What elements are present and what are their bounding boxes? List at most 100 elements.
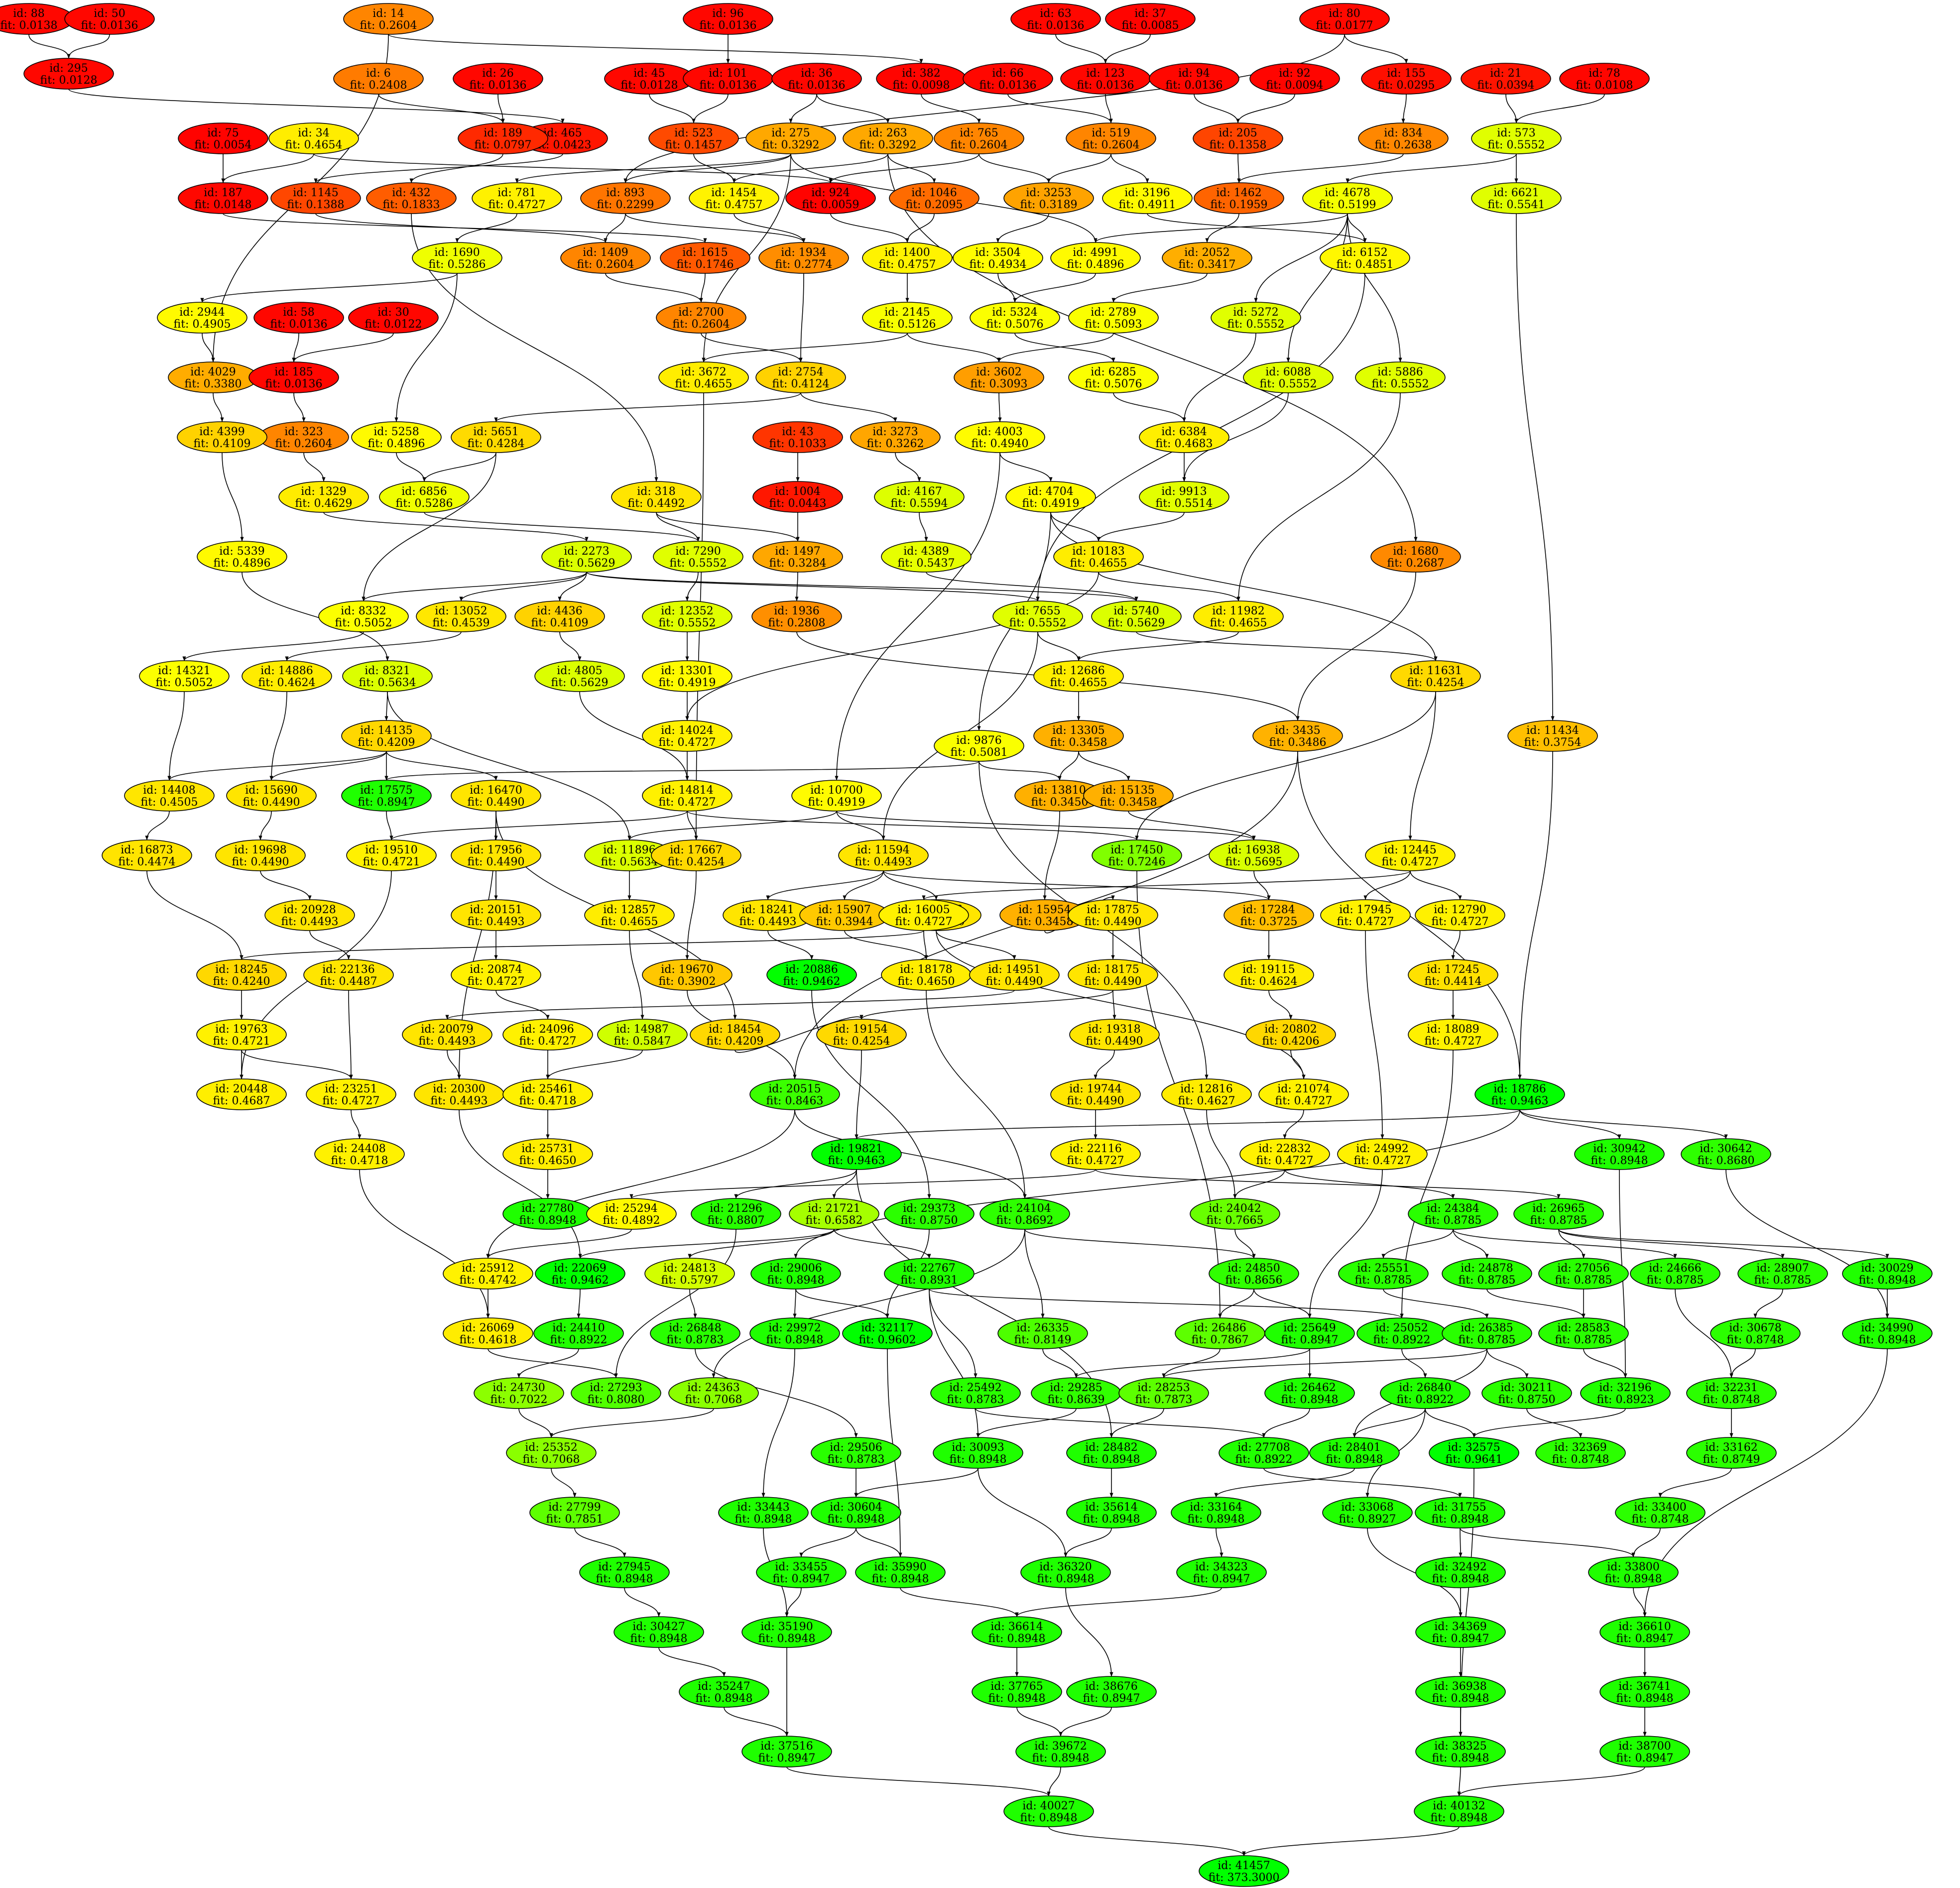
node-ellipse — [1737, 1258, 1828, 1290]
edge-19154-to-19821 — [855, 1050, 862, 1139]
node-fit-label: fit: 0.5629 — [1108, 617, 1165, 629]
node-id-label: id: 9876 — [956, 734, 1002, 747]
node-id-label: id: 19744 — [1069, 1083, 1122, 1095]
node-fit-label: fit: 0.4493 — [468, 916, 525, 928]
node-fit-label: fit: 0.0443 — [769, 497, 827, 510]
node-ellipse — [451, 899, 541, 931]
node-id-label: id: 26069 — [462, 1322, 514, 1334]
edge-26462-to-27708 — [1262, 1408, 1310, 1438]
node-id-label: id: 123 — [1086, 67, 1125, 80]
edge-22767-to-25052 — [929, 1289, 1404, 1318]
node-fit-label: fit: 0.8807 — [708, 1214, 765, 1227]
node-id-label: id: 1400 — [884, 246, 930, 259]
node-fit-label: fit: 0.0138 — [0, 19, 58, 32]
node-fit-label: fit: 0.0128 — [40, 74, 98, 87]
node-ellipse — [342, 660, 433, 692]
node-id-label: id: 94 — [1178, 67, 1210, 80]
node-fit-label: fit: 0.4629 — [295, 497, 353, 510]
node-id-label: id: 5272 — [1233, 306, 1279, 319]
node-fit-label: fit: 0.5541 — [1488, 199, 1545, 211]
node-ellipse — [855, 1556, 946, 1588]
node-fit-label: fit: 0.8783 — [947, 1394, 1004, 1406]
node-id-label: id: 25551 — [1357, 1262, 1410, 1275]
edge-24384-to-24878 — [1453, 1229, 1489, 1259]
edge-24992-to-25649 — [1308, 1169, 1383, 1318]
edge-26848-to-29506 — [695, 1348, 858, 1438]
edge-30093-to-30604 — [854, 1468, 979, 1498]
node-fit-label: fit: 0.8922 — [1373, 1334, 1431, 1346]
node-ellipse — [443, 1258, 533, 1290]
node-ellipse — [1066, 1437, 1157, 1469]
node-fit-label: fit: 0.8948 — [872, 1573, 929, 1585]
node-id-label: id: 4389 — [903, 545, 949, 558]
node-ellipse — [1053, 541, 1144, 573]
node-id-label: id: 13301 — [661, 665, 714, 677]
node-ellipse — [1239, 1138, 1330, 1170]
node-id-label: id: 20874 — [470, 963, 522, 976]
node-fit-label: fit: 0.4727 — [659, 796, 716, 809]
node-fit-label: fit: 0.4727 — [1425, 1035, 1482, 1048]
edge-24104-to-24850 — [1024, 1229, 1256, 1259]
node-ellipse — [933, 1437, 1023, 1469]
edge-88-to-295 — [28, 34, 71, 59]
edge-3273-to-4167 — [895, 452, 921, 482]
edge-12816-to-24042 — [1206, 1109, 1237, 1199]
node-ellipse — [751, 600, 842, 632]
node-id-label: id: 38676 — [1085, 1680, 1138, 1693]
node-id-label: id: 24096 — [521, 1023, 574, 1036]
edge-24666-to-32231 — [1675, 1289, 1733, 1378]
node-id-label: id: 26 — [482, 67, 514, 80]
edge-2944-to-4029 — [202, 333, 215, 362]
edge-24104-to-24363 — [712, 1229, 1025, 1378]
node-id-label: id: 20151 — [470, 904, 522, 916]
node-fit-label: fit: 0.1746 — [677, 258, 734, 271]
node-fit-label: fit: 0.8948 — [1037, 1573, 1095, 1585]
node-id-label: id: 21 — [1490, 67, 1522, 80]
node-ellipse — [683, 3, 773, 35]
node-fit-label: fit: 0.8948 — [1281, 1394, 1339, 1406]
edge-30678-to-32231 — [1729, 1348, 1756, 1378]
edge-19821-to-21296 — [734, 1169, 857, 1199]
node-fit-label: fit: 0.4492 — [628, 497, 685, 510]
node-ellipse — [656, 302, 746, 334]
node-ellipse — [529, 1497, 620, 1529]
node-id-label: id: 2700 — [678, 306, 724, 319]
edge-19115-to-20802 — [1268, 990, 1293, 1020]
node-id-label: id: 35990 — [874, 1561, 927, 1573]
edge-26840-to-32575 — [1425, 1408, 1476, 1438]
node-ellipse — [1408, 959, 1498, 991]
node-ellipse — [862, 302, 953, 334]
node-ellipse — [1050, 1078, 1141, 1110]
edge-382-to-765 — [921, 94, 981, 123]
node-fit-label: fit: 0.4490 — [1067, 1095, 1124, 1107]
node-fit-label: fit: 0.4911 — [1119, 199, 1176, 211]
node-id-label: id: 22832 — [1258, 1143, 1311, 1155]
node-fit-label: fit: 0.8463 — [766, 1095, 824, 1107]
node-id-label: id: 29373 — [903, 1202, 956, 1215]
edge-21296-to-27293 — [614, 1229, 736, 1378]
node-fit-label: fit: 0.4727 — [1067, 1155, 1124, 1167]
node-fit-label: fit: 0.8785 — [1555, 1334, 1612, 1346]
node-fit-label: fit: 0.4627 — [1178, 1095, 1235, 1107]
